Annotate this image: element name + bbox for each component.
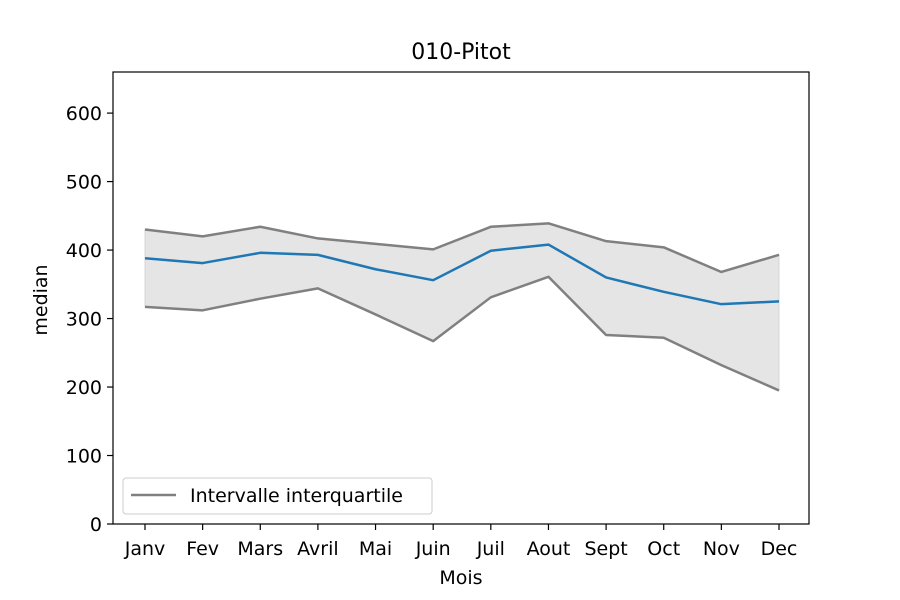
y-tick-label: 200 <box>66 377 102 399</box>
y-tick-label: 0 <box>90 514 102 536</box>
x-tick-label: Oct <box>647 538 680 560</box>
iqr-upper-line <box>144 222 780 274</box>
median-line <box>144 243 780 306</box>
x-tick-label: Aout <box>527 538 571 560</box>
chart-title: 010-Pitot <box>411 40 511 65</box>
legend: Intervalle interquartile <box>122 477 433 515</box>
y-tick-label: 400 <box>66 240 102 262</box>
plot-frame <box>112 71 810 525</box>
x-axis-title: Mois <box>439 567 482 589</box>
x-tick-label: Mars <box>237 538 283 560</box>
legend-entry-iqr: Intervalle interquartile <box>190 485 403 507</box>
x-tick-label: Janv <box>124 538 166 560</box>
x-tick-label: Avril <box>297 538 339 560</box>
x-tick-label: Fev <box>186 538 219 560</box>
y-tick-label: 600 <box>66 103 102 125</box>
legend-box <box>122 477 433 515</box>
y-axis: 0 100 200 300 400 500 600 <box>66 103 113 536</box>
x-tick-label: Juin <box>415 538 451 560</box>
x-tick-label: Sept <box>584 538 627 560</box>
y-tick-label: 500 <box>66 172 102 194</box>
y-axis-title: median <box>30 264 52 335</box>
x-tick-label: Juil <box>476 538 505 560</box>
y-tick-label: 100 <box>66 446 102 468</box>
x-tick-label: Dec <box>761 538 798 560</box>
series-lines-layer <box>144 222 780 392</box>
x-tick-label: Mai <box>359 538 392 560</box>
x-tick-label: Nov <box>703 538 740 560</box>
x-axis: Janv Fev Mars Avril Mai Juin Juil Aout Sept Oct No… <box>124 524 798 560</box>
iqr-lower-line <box>144 275 780 392</box>
y-tick-label: 300 <box>66 309 102 331</box>
